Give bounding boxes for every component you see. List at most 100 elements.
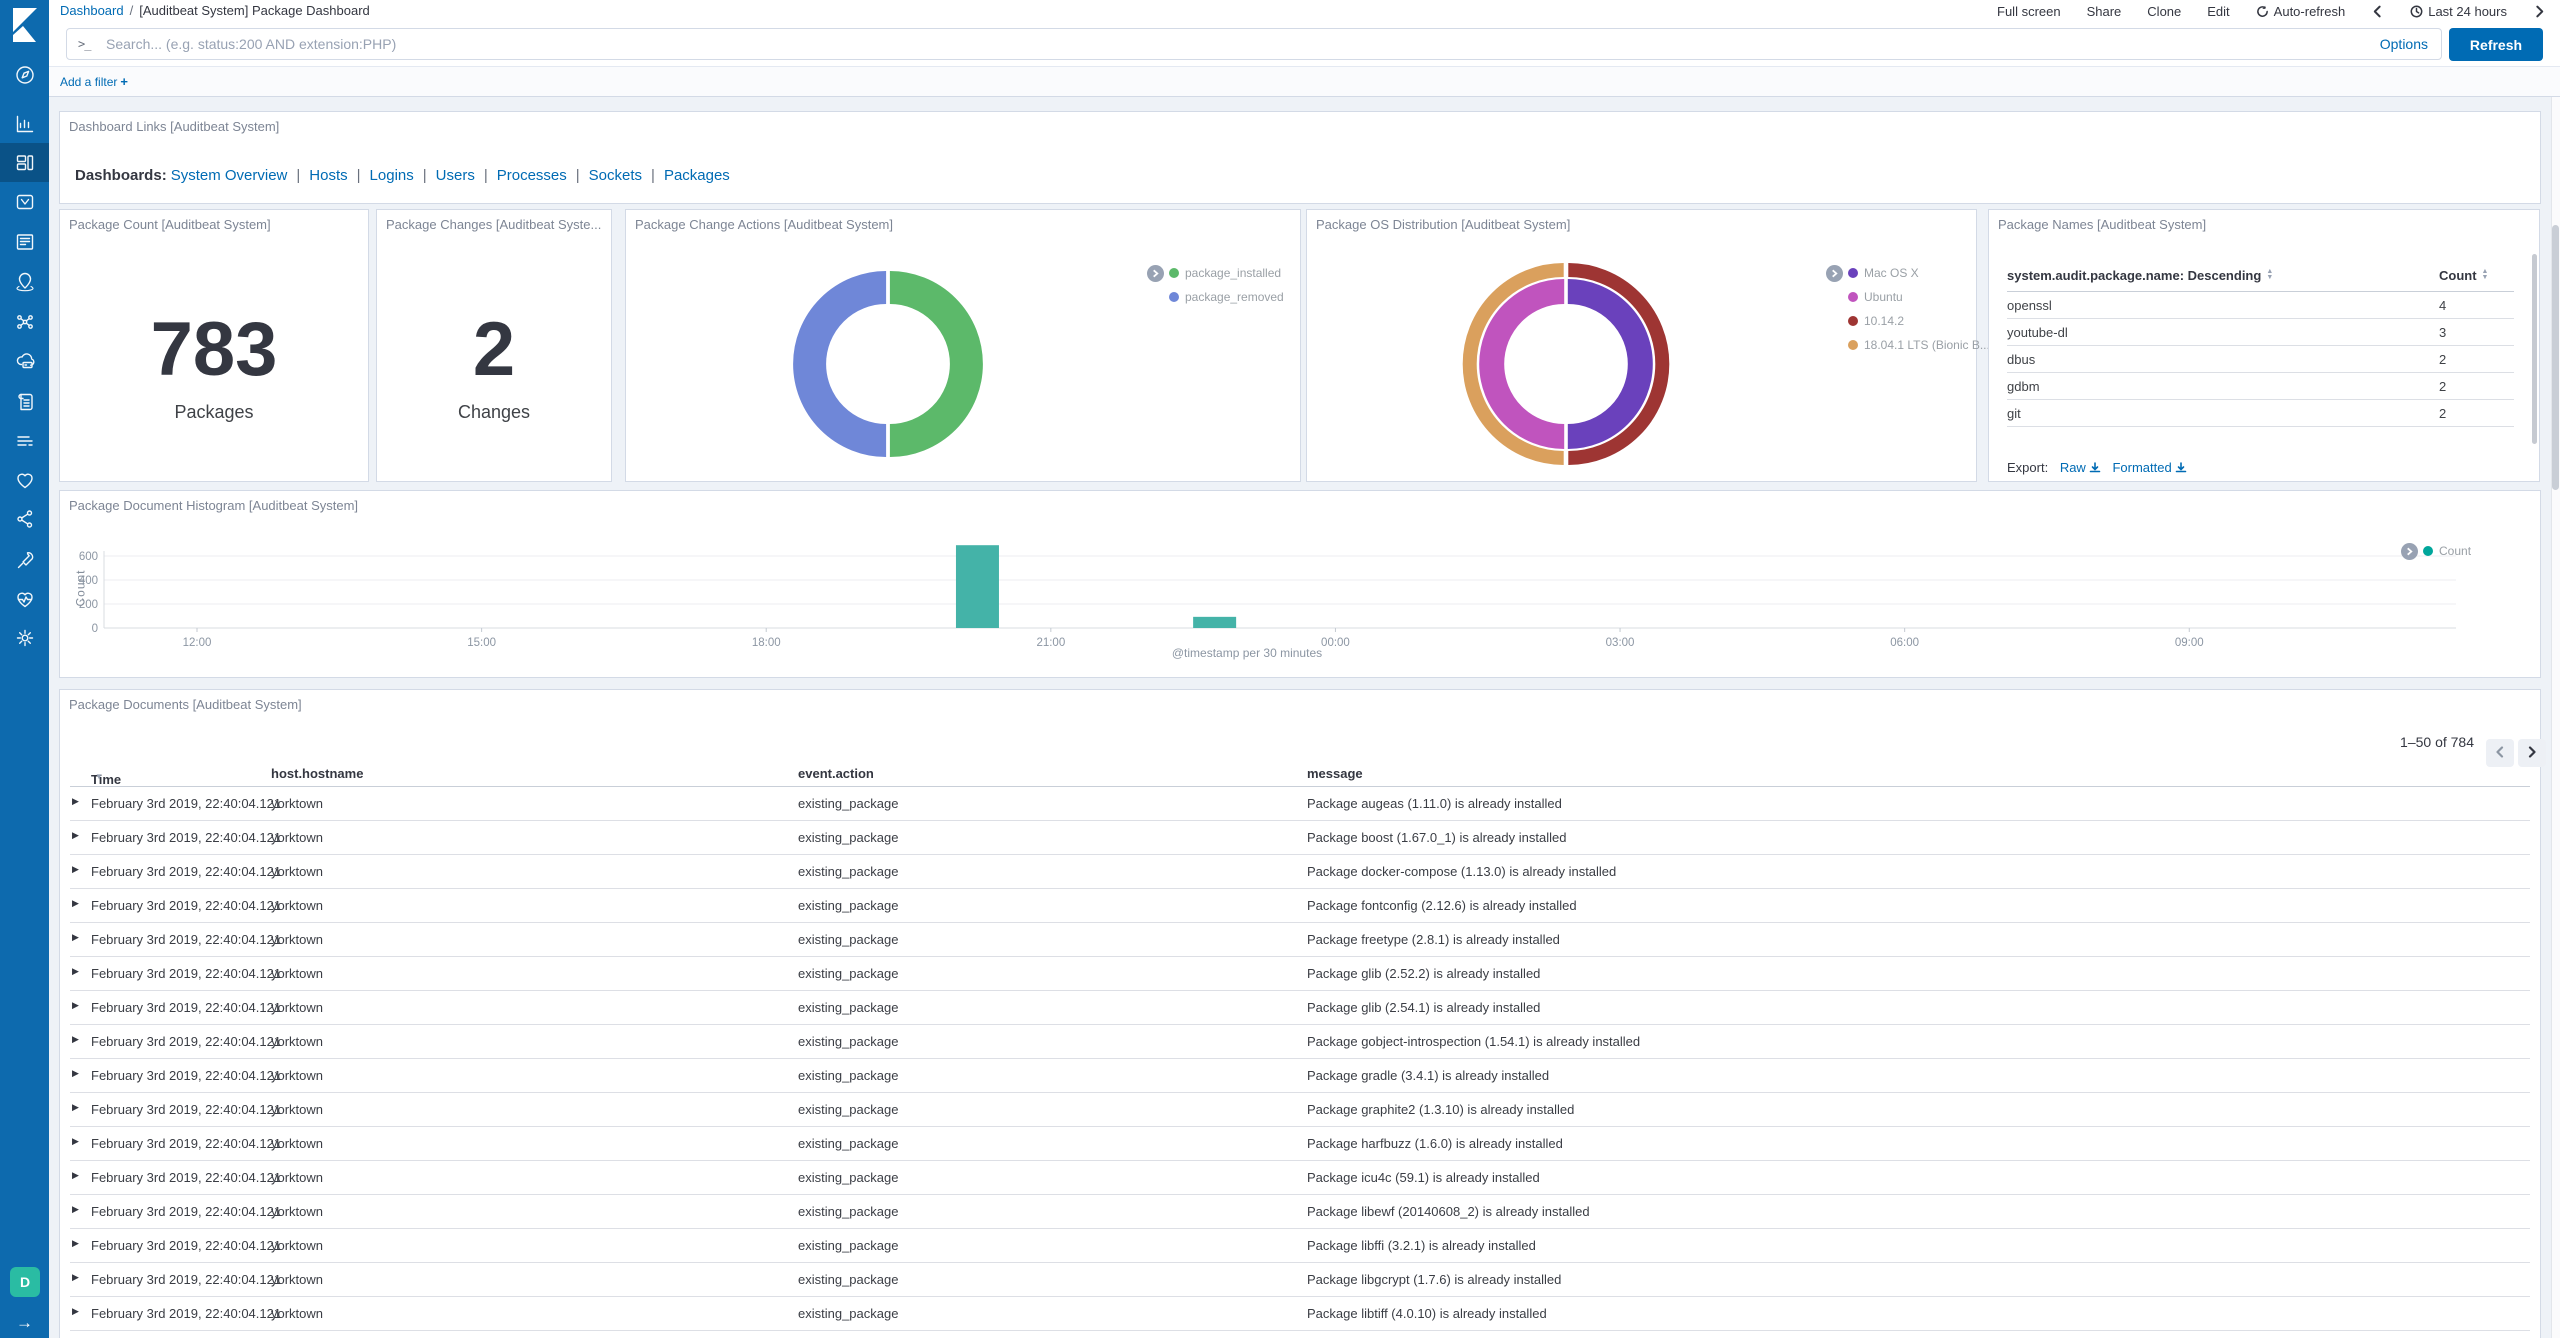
- legend-label-18-04-1-lts-bionic-b[interactable]: 18.04.1 LTS (Bionic B...: [1864, 338, 1990, 352]
- package-names-row[interactable]: gdbm 2: [2007, 373, 2514, 400]
- row-expand-caret-icon[interactable]: ▶: [72, 1204, 79, 1214]
- package-names-row[interactable]: youtube-dl 3: [2007, 319, 2514, 346]
- legend-label-ubuntu[interactable]: Ubuntu: [1864, 290, 1903, 304]
- space-badge[interactable]: D: [10, 1267, 40, 1297]
- row-expand-caret-icon[interactable]: ▶: [72, 1306, 79, 1316]
- sidebar-item-machine-learning[interactable]: [0, 302, 49, 341]
- dashboard-link-processes[interactable]: Processes: [496, 167, 567, 184]
- histogram-bar-2000[interactable]: [955, 545, 999, 628]
- legend-label-10-14-2[interactable]: 10.14.2: [1864, 314, 1905, 328]
- auto-refresh-button[interactable]: Auto-refresh: [2256, 4, 2345, 19]
- sidebar-item-monitoring[interactable]: [0, 579, 49, 618]
- row-expand-caret-icon[interactable]: ▶: [72, 1068, 79, 1078]
- row-expand-caret-icon[interactable]: ▶: [72, 966, 79, 976]
- pagination-next-button[interactable]: [2518, 739, 2546, 767]
- row-expand-caret-icon[interactable]: ▶: [72, 796, 79, 806]
- cell-action: existing_package: [798, 1170, 899, 1185]
- sidebar-item-canvas[interactable]: [0, 222, 49, 261]
- top-menu-share[interactable]: Share: [2086, 3, 2122, 19]
- panel-scrollbar-thumb[interactable]: [2532, 254, 2537, 444]
- dashboard-link-system-overview[interactable]: System Overview: [170, 167, 288, 184]
- column-header-count[interactable]: Count ▲ ▼: [2439, 268, 2489, 283]
- change-actions-slice-package-installed[interactable]: [889, 271, 983, 457]
- page-scrollbar-thumb[interactable]: [2552, 225, 2559, 490]
- time-range-picker[interactable]: Last 24 hours: [2410, 4, 2507, 19]
- os-inner-slice-mac-os-x[interactable]: [1567, 279, 1653, 449]
- dashboard-link-hosts[interactable]: Hosts: [309, 167, 348, 184]
- dashboard-link-logins[interactable]: Logins: [369, 167, 414, 184]
- package-name-cell[interactable]: openssl: [2007, 297, 2052, 313]
- refresh-button[interactable]: Refresh: [2449, 28, 2543, 61]
- breadcrumb-dashboard-link[interactable]: Dashboard: [60, 3, 124, 18]
- os-inner-slice-ubuntu[interactable]: [1479, 279, 1565, 449]
- sidebar-item-uptime[interactable]: [0, 460, 49, 499]
- add-filter-button[interactable]: Add a filter +: [60, 74, 128, 89]
- package-names-table-header: system.audit.package.name: Descending ▲ ▼ …: [2007, 268, 2514, 292]
- x-tick-label: 00:00: [1321, 637, 1350, 649]
- row-expand-caret-icon[interactable]: ▶: [72, 864, 79, 874]
- sidebar-item-infrastructure[interactable]: [0, 341, 49, 380]
- package-name-cell[interactable]: git: [2007, 405, 2021, 421]
- legend-label-package-installed[interactable]: package_installed: [1185, 266, 1282, 280]
- legend-label-package-removed[interactable]: package_removed: [1185, 290, 1284, 304]
- package-name-cell[interactable]: youtube-dl: [2007, 324, 2068, 340]
- package-count-cell[interactable]: 4: [2439, 297, 2447, 313]
- options-link[interactable]: Options: [2379, 36, 2428, 52]
- export-formatted-link[interactable]: Formatted: [2112, 460, 2187, 475]
- dashboard-link-users[interactable]: Users: [435, 167, 475, 184]
- row-expand-caret-icon[interactable]: ▶: [72, 1034, 79, 1044]
- row-expand-caret-icon[interactable]: ▶: [72, 1170, 79, 1180]
- row-expand-caret-icon[interactable]: ▶: [72, 1000, 79, 1010]
- sidebar-item-graph[interactable]: [0, 499, 49, 538]
- package-names-row[interactable]: openssl 4: [2007, 292, 2514, 319]
- search-input[interactable]: [106, 30, 2306, 58]
- legend-toggle-icon[interactable]: [1826, 264, 1843, 282]
- sidebar-item-dev-tools[interactable]: [0, 540, 49, 579]
- sidebar-item-visualize[interactable]: [0, 104, 49, 143]
- legend-label-mac-os-x[interactable]: Mac OS X: [1864, 266, 1919, 280]
- column-header-name[interactable]: system.audit.package.name: Descending ▲ ▼: [2007, 268, 2274, 283]
- sidebar-item-logs[interactable]: [0, 382, 49, 421]
- legend-toggle-icon[interactable]: [2401, 542, 2418, 560]
- package-count-cell[interactable]: 2: [2439, 378, 2447, 394]
- sidebar-item-management[interactable]: [0, 618, 49, 657]
- kibana-logo[interactable]: [0, 0, 49, 49]
- package-names-row[interactable]: git 2: [2007, 400, 2514, 427]
- package-name-cell[interactable]: gdbm: [2007, 378, 2040, 394]
- row-expand-caret-icon[interactable]: ▶: [72, 898, 79, 908]
- change-actions-slice-package-removed[interactable]: [793, 271, 887, 457]
- top-menu-clone[interactable]: Clone: [2147, 3, 2182, 19]
- package-count-cell[interactable]: 2: [2439, 405, 2447, 421]
- dashboard-link-sockets[interactable]: Sockets: [588, 167, 643, 184]
- sidebar-item-discover[interactable]: [0, 55, 49, 94]
- package-count-cell[interactable]: 3: [2439, 324, 2447, 340]
- package-name-cell[interactable]: dbus: [2007, 351, 2036, 367]
- os-outer-slice-18-04-1-lts-bionic-b[interactable]: [1462, 263, 1564, 465]
- row-expand-caret-icon[interactable]: ▶: [72, 1272, 79, 1282]
- row-expand-caret-icon[interactable]: ▶: [72, 932, 79, 942]
- sidebar-collapse-arrow-icon[interactable]: →: [16, 1313, 33, 1332]
- time-forward-button[interactable]: [2533, 5, 2546, 18]
- sidebar-item-apm[interactable]: [0, 421, 49, 460]
- os-outer-slice-10-14-2[interactable]: [1568, 263, 1670, 465]
- package-count-cell[interactable]: 2: [2439, 351, 2447, 367]
- export-raw-link[interactable]: Raw: [2060, 460, 2101, 475]
- time-back-button[interactable]: [2371, 5, 2384, 18]
- top-menu-full-screen[interactable]: Full screen: [1997, 3, 2061, 19]
- package-names-row[interactable]: dbus 2: [2007, 346, 2514, 373]
- sidebar-item-timelion[interactable]: [0, 182, 49, 221]
- row-expand-caret-icon[interactable]: ▶: [72, 1102, 79, 1112]
- row-expand-caret-icon[interactable]: ▶: [72, 1136, 79, 1146]
- query-input-box[interactable]: >_ Options: [66, 28, 2442, 60]
- legend-toggle-icon[interactable]: [1147, 264, 1164, 282]
- sidebar-item-dashboard[interactable]: [0, 143, 49, 182]
- legend-label-count[interactable]: Count: [2439, 544, 2472, 558]
- dashboard-link-packages[interactable]: Packages: [663, 167, 730, 184]
- sidebar-item-maps[interactable]: [0, 261, 49, 300]
- row-expand-caret-icon[interactable]: ▶: [72, 1238, 79, 1248]
- histogram-bar-2230[interactable]: [1193, 616, 1237, 628]
- pagination-prev-button[interactable]: [2486, 739, 2514, 767]
- panel-package-documents: Package Documents [Auditbeat System] 1–5…: [59, 689, 2546, 1338]
- row-expand-caret-icon[interactable]: ▶: [72, 830, 79, 840]
- top-menu-edit[interactable]: Edit: [2207, 3, 2230, 19]
